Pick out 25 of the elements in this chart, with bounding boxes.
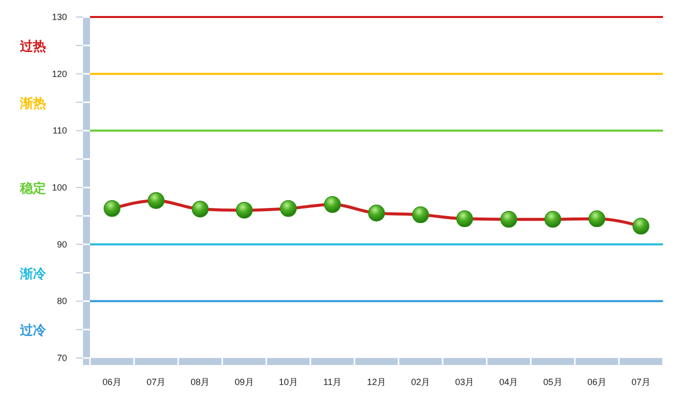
x-tick-label: 08月 xyxy=(190,377,210,387)
x-tick-label: 10月 xyxy=(278,377,298,387)
text: 渐冷 xyxy=(19,266,47,281)
y-tick-label: 110 xyxy=(52,126,67,136)
y-tick-label: 90 xyxy=(56,239,67,250)
y-tick-label: 130 xyxy=(52,12,67,22)
x-tick-label: 07月 xyxy=(146,377,166,387)
text: 渐热 xyxy=(19,95,46,110)
x-tick-label: 03月 xyxy=(455,377,474,387)
y-tick-label: 70 xyxy=(56,353,67,363)
x-tick-label: 05月 xyxy=(543,377,562,387)
text: 稳定 xyxy=(19,180,46,196)
text: 过热 xyxy=(19,38,46,54)
y-tick-label: 100 xyxy=(52,182,67,192)
y-tick-label: 80 xyxy=(56,296,67,306)
x-tick-label: 11月 xyxy=(323,377,342,387)
x-tick-label: 02月 xyxy=(411,377,430,387)
x-tick-label: 06月 xyxy=(102,377,122,387)
y-tick-label: 120 xyxy=(52,68,67,79)
x-tick-label: 09月 xyxy=(234,377,254,387)
x-tick-label: 04月 xyxy=(499,377,518,387)
x-tick-label: 06月 xyxy=(587,377,606,387)
x-tick-label: 07月 xyxy=(631,377,650,387)
x-tick-label: 12月 xyxy=(366,377,386,387)
text: 过冷 xyxy=(19,322,47,338)
